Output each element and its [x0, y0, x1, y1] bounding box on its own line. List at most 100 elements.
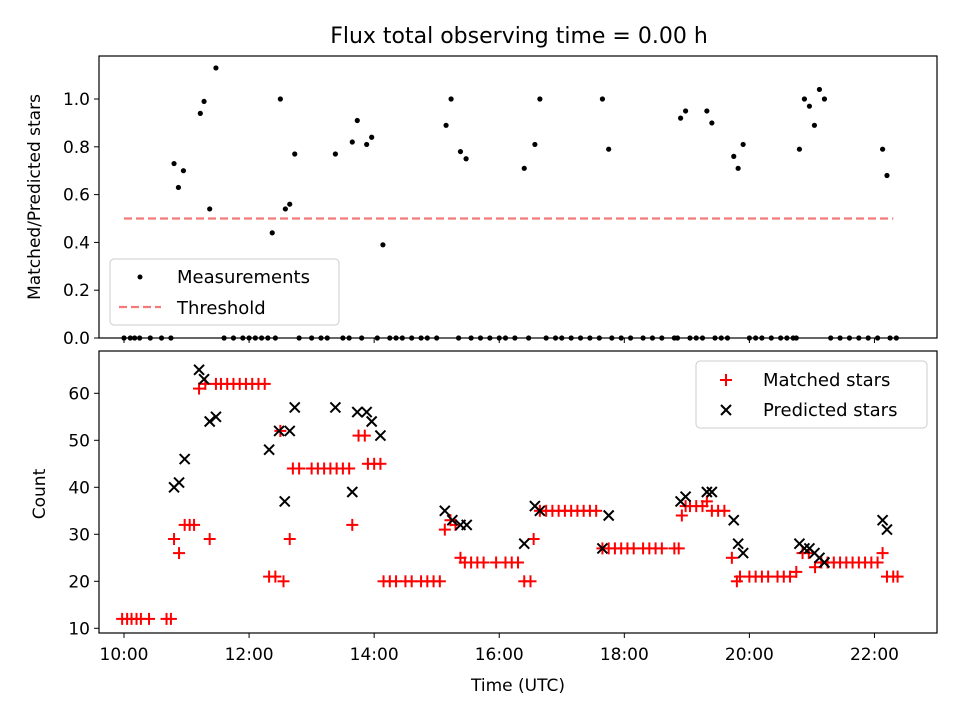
matched-point [358, 429, 371, 442]
matched-point [433, 575, 446, 588]
measurement-point [207, 206, 213, 212]
matched-point [700, 495, 713, 508]
predicted-point [876, 514, 889, 526]
top-plot-frame [98, 55, 938, 339]
matched-point [512, 556, 524, 569]
predicted-point [193, 364, 205, 376]
bottom-legend-box [695, 360, 928, 429]
bottom-y-tick-label: 10 [68, 619, 90, 639]
measurement-point [731, 153, 737, 159]
matched-point [258, 377, 271, 390]
predicted-point [596, 542, 609, 555]
predicted-point [461, 519, 473, 531]
measurement-point [740, 141, 746, 148]
predicted-point [273, 425, 285, 437]
legend-measurements-marker [137, 274, 143, 280]
measurement-point [269, 230, 275, 236]
predicted-point [351, 406, 363, 418]
predicted-point [360, 406, 373, 418]
predicted-point [346, 486, 358, 498]
bottom-plot-frame [98, 350, 938, 634]
measurement-point [521, 165, 527, 171]
bottom-y-tick-label: 40 [68, 478, 90, 498]
matched-point [346, 518, 359, 531]
matched-point [203, 533, 216, 545]
measurement-point [282, 206, 288, 212]
measurement-point [532, 141, 538, 148]
measurement-point [369, 134, 375, 140]
measurement-point [796, 146, 803, 152]
measurement-point [292, 151, 298, 157]
x-tick-label: 16:00 [475, 645, 524, 665]
matched-point [784, 570, 797, 583]
matched-point [193, 382, 206, 395]
top-y-tick-label: 0.6 [63, 186, 90, 206]
matched-point [718, 504, 731, 517]
predicted-point [798, 542, 811, 555]
matched-point [143, 612, 156, 625]
predicted-point [284, 425, 296, 437]
predicted-point [329, 401, 342, 414]
measurement-point [171, 160, 177, 167]
top-legend-box [109, 258, 340, 326]
legend-predicted-label: Predicted stars [763, 400, 897, 421]
measurement-point [599, 96, 606, 102]
legend-matched-marker [720, 374, 732, 386]
measurement-point [709, 120, 715, 126]
measurement-point [463, 156, 469, 162]
measurement-point [677, 115, 684, 121]
matched-point [590, 504, 603, 517]
predicted-point [439, 505, 451, 517]
measurement-point [606, 146, 612, 152]
matched-point [277, 575, 290, 588]
predicted-point [446, 514, 459, 526]
matched-point [891, 570, 904, 583]
predicted-point [679, 490, 692, 503]
predicted-point [706, 486, 718, 498]
x-tick-label: 14:00 [350, 645, 399, 665]
top-y-tick-label: 0.8 [63, 138, 90, 158]
matched-point [527, 533, 540, 545]
matched-point [675, 509, 688, 522]
measurement-point [683, 108, 689, 114]
measurement-point [821, 96, 828, 102]
top-y-tick-label: 0.2 [63, 281, 90, 301]
measurement-point [704, 108, 710, 114]
predicted-point [728, 514, 740, 526]
predicted-point [210, 411, 222, 423]
measurement-point [354, 117, 360, 124]
predicted-point [534, 505, 546, 517]
bottom-y-axis-label: Count [30, 468, 50, 519]
measurement-point [180, 168, 187, 174]
legend-predicted-marker [720, 404, 732, 416]
matched-point [655, 542, 668, 555]
measurement-point [801, 96, 808, 102]
matched-point [725, 551, 738, 564]
bottom-legend: Matched stars Predicted stars [695, 360, 928, 429]
matched-point [477, 556, 490, 569]
bottom-y-tick-label: 30 [68, 525, 90, 545]
x-tick-label: 10:00 [100, 645, 149, 665]
predicted-point [732, 537, 744, 550]
measurement-point [806, 103, 813, 109]
bottom-y-tick-label: 60 [68, 384, 90, 404]
measurement-point [816, 86, 823, 93]
bottom-y-tick-label: 20 [68, 572, 90, 592]
predicted-point [881, 523, 893, 536]
x-tick-label: 18:00 [600, 645, 649, 665]
measurement-point [287, 201, 293, 207]
x-tick-label: 20:00 [725, 645, 774, 665]
top-y-axis-label: Matched/Predicted stars [25, 94, 45, 300]
measurement-point [213, 65, 219, 71]
matched-point [876, 547, 889, 560]
x-tick-label: 22:00 [850, 645, 899, 665]
matched-point [188, 518, 201, 531]
matched-point [790, 565, 803, 578]
matched-point [524, 575, 537, 588]
top-y-tick-label: 0.0 [63, 329, 90, 349]
measurement-point [735, 165, 741, 171]
predicted-point [365, 415, 378, 428]
top-y-tick-label: 0.4 [63, 233, 90, 253]
matched-point [168, 533, 181, 545]
